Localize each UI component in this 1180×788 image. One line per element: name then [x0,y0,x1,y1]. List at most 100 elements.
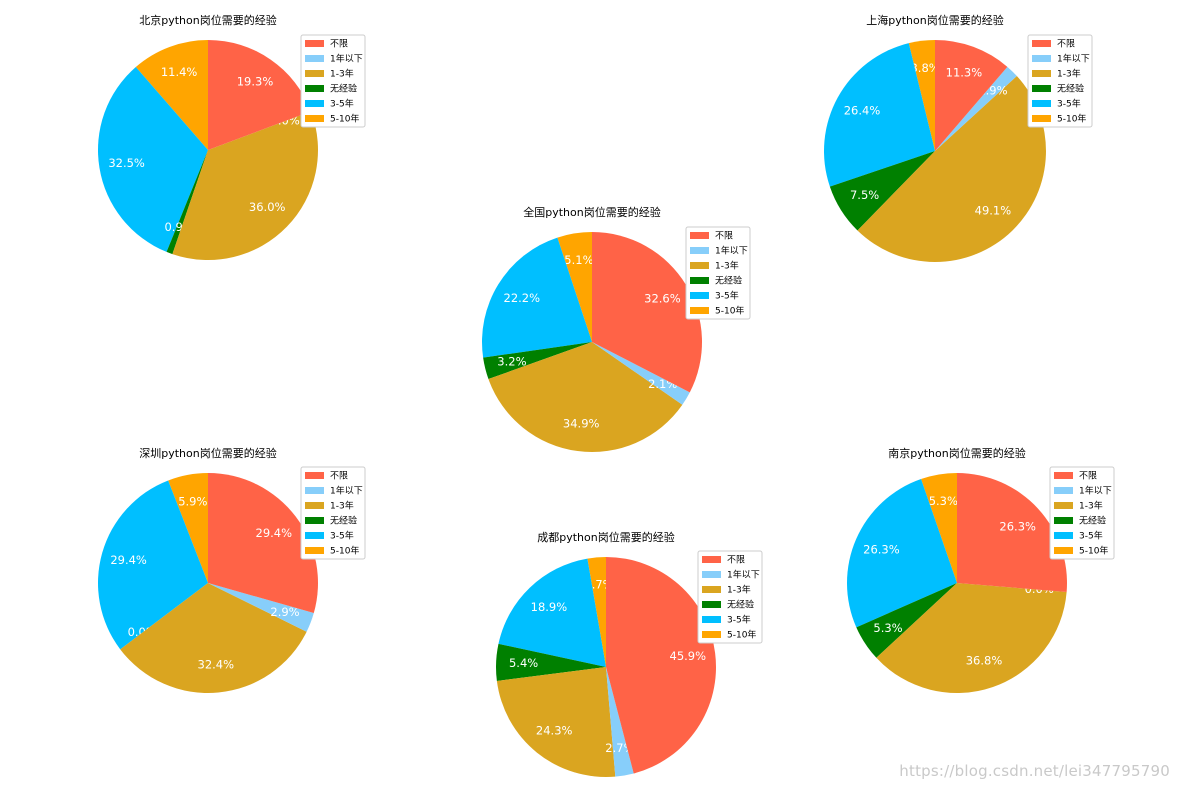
slice-percent-label: 26.4% [844,103,881,117]
pie-slice [557,232,592,342]
legend-label: 1年以下 [1057,53,1090,65]
legend-swatch [305,532,324,539]
legend-swatch [702,616,721,623]
legend-label: 不限 [330,39,348,50]
slice-percent-label: 29.4% [256,526,293,540]
legend-swatch [305,487,324,494]
pie-slice [97,66,208,252]
pie-slice [208,473,318,614]
legend-label: 3-5年 [330,530,354,542]
pie-slice [908,40,935,151]
pie-slice [483,342,592,380]
pie-slice [921,473,957,583]
pie-slice [208,40,311,150]
legend-label: 1-3年 [1079,500,1103,512]
pie-slice [488,342,683,452]
slice-percent-label: 29.4% [110,553,147,567]
slice-percent-label: 18.9% [531,600,568,614]
legend-swatch [690,247,709,254]
legend-swatch [305,40,324,47]
legend-label: 无经验 [330,83,357,95]
legend-swatch [1032,100,1051,107]
slice-percent-label: 19.3% [237,75,274,89]
legend-label: 不限 [1057,39,1075,50]
legend-label: 无经验 [330,515,357,527]
legend-label: 5-10年 [1079,545,1108,557]
legend-swatch [1054,517,1073,524]
pie-slice [824,43,935,187]
pie-slice [935,66,1017,151]
legend-swatch [690,277,709,284]
pie-slice [606,557,716,774]
legend-label: 无经验 [715,275,742,287]
legend-label: 3-5年 [1079,530,1103,542]
legend-label: 5-10年 [330,113,359,125]
pie-slice [496,643,606,681]
pie-slice [120,583,307,693]
legend-label: 1-3年 [715,260,739,272]
pie-chart-3: 全国python岗位需要的经验5.1%22.2%3.2%34.9%2.1%32.… [482,205,751,452]
legend-label: 5-10年 [727,629,756,641]
slice-percent-label: 5.4% [509,656,538,670]
legend-swatch [1032,85,1051,92]
legend-label: 1-3年 [330,68,354,80]
pie-slice [957,473,1067,592]
slice-percent-label: 32.4% [198,658,235,672]
pie-slice [857,76,1046,262]
pie-slice [592,342,690,405]
legend-swatch [690,292,709,299]
slice-percent-label: 36.0% [249,200,286,214]
legend-swatch [1032,70,1051,77]
legend-swatch [305,100,324,107]
legend-label: 3-5年 [1057,98,1081,110]
slice-percent-label: 11.3% [946,65,983,79]
slice-percent-label: 22.2% [504,291,541,305]
slice-percent-label: 36.8% [966,654,1003,668]
legend-swatch [690,232,709,239]
slice-percent-label: 32.5% [108,156,145,170]
legend-swatch [305,502,324,509]
slice-percent-label: 26.3% [999,520,1036,534]
legend-label: 3-5年 [715,290,739,302]
legend-swatch [305,85,324,92]
legend-swatch [702,571,721,578]
pie-slice [166,150,208,255]
legend-swatch [1054,502,1073,509]
pie-slice [829,151,935,231]
legend-swatch [1054,472,1073,479]
chart-title: 全国python岗位需要的经验 [523,205,660,219]
slice-percent-label: 3.8% [910,61,939,75]
legend-label: 无经验 [1057,83,1084,95]
chart-title: 上海python岗位需要的经验 [866,13,1003,27]
legend-label: 无经验 [1079,515,1106,527]
legend-swatch [702,556,721,563]
watermark-url: https://blog.csdn.net/lei347795790 [899,762,1170,780]
legend-label: 1-3年 [1057,68,1081,80]
pie-slice [496,667,616,777]
legend-label: 1年以下 [1079,485,1112,497]
pie-slice [592,231,702,393]
legend-label: 1年以下 [330,485,363,497]
slice-percent-label: 2.9% [270,605,299,619]
legend-label: 1年以下 [330,53,363,65]
pie-slice [856,583,957,658]
legend-label: 无经验 [727,599,754,611]
legend-label: 5-10年 [330,545,359,557]
legend-swatch [305,547,324,554]
legend-swatch [1054,532,1073,539]
legend-swatch [690,307,709,314]
slice-percent-label: 45.9% [670,649,707,663]
legend-label: 不限 [1079,471,1097,482]
pie-slice [587,557,606,667]
legend-swatch [305,115,324,122]
legend-label: 1年以下 [715,245,748,257]
legend-label: 3-5年 [330,98,354,110]
slice-percent-label: 5.3% [873,621,902,635]
slice-percent-label: 11.4% [161,65,198,79]
